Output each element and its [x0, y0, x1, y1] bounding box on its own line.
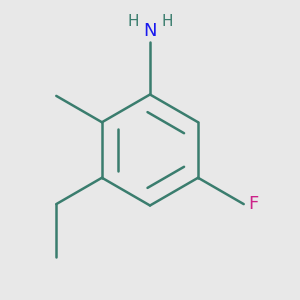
Text: N: N: [143, 22, 157, 40]
Text: H: H: [161, 14, 173, 29]
Text: H: H: [127, 14, 139, 29]
Text: F: F: [248, 195, 259, 213]
